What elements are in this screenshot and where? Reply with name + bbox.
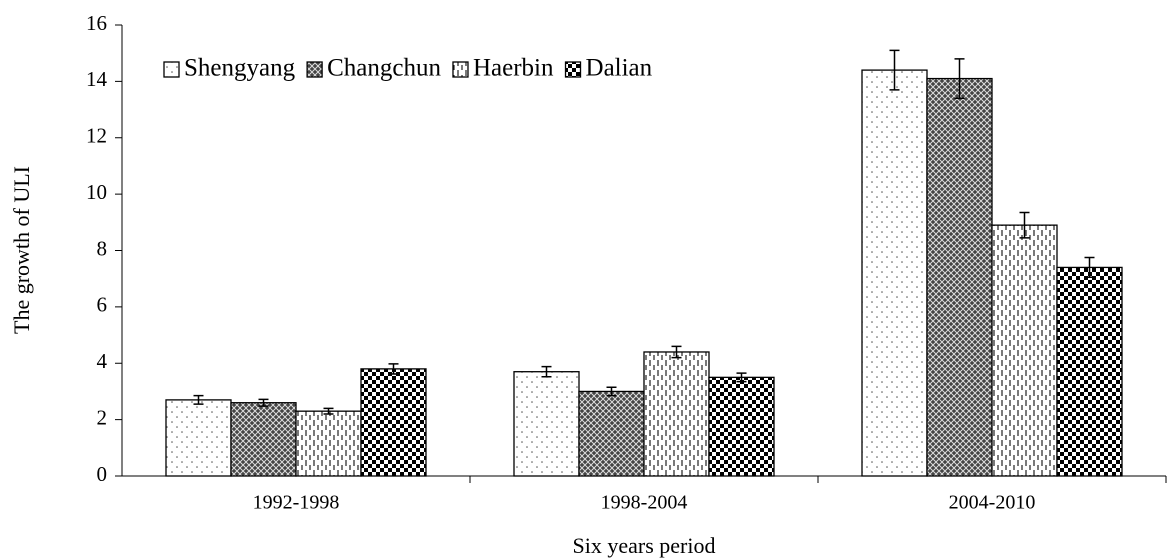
legend-swatch <box>163 61 180 78</box>
legend-label: Shengyang <box>184 55 296 82</box>
legend-swatch <box>564 61 582 78</box>
error-bar <box>671 345 682 359</box>
legend-label: Changchun <box>327 55 441 82</box>
bar <box>578 390 645 477</box>
y-tick-label: 4 <box>97 349 108 373</box>
error-bar <box>954 58 965 100</box>
legend-swatch <box>306 61 323 78</box>
bar <box>991 224 1058 477</box>
error-bar <box>889 49 900 91</box>
error-bar <box>323 407 334 415</box>
y-tick-label: 8 <box>97 236 108 260</box>
bar <box>295 410 362 477</box>
error-bar <box>606 386 617 397</box>
x-tick-label: 2004-2010 <box>949 492 1036 514</box>
y-tick-label: 10 <box>86 180 107 204</box>
error-bar <box>1084 256 1095 279</box>
x-tick-label: 1992-1998 <box>253 492 340 514</box>
error-bar <box>736 372 747 383</box>
y-tick-label: 14 <box>86 67 108 91</box>
y-tick-label: 0 <box>97 462 108 486</box>
bar <box>360 368 427 477</box>
legend-label: Dalian <box>586 55 653 82</box>
error-bar <box>541 365 552 378</box>
error-bar <box>1019 211 1030 239</box>
bar <box>513 371 580 477</box>
bar <box>643 351 710 477</box>
x-axis-label: Six years period <box>573 533 716 558</box>
bar <box>861 69 928 477</box>
bar <box>165 399 232 477</box>
error-bar <box>193 394 204 405</box>
error-bar <box>258 398 269 407</box>
legend-swatch <box>452 61 469 78</box>
bar <box>926 77 993 477</box>
bar <box>1056 266 1123 477</box>
y-tick-label: 16 <box>86 11 107 35</box>
y-axis-label: The growth of ULI <box>9 166 34 334</box>
bar <box>708 376 775 477</box>
x-tick-label: 1998-2004 <box>601 492 688 514</box>
bar <box>230 402 297 477</box>
y-tick-label: 6 <box>97 293 108 317</box>
legend-label: Haerbin <box>473 55 554 82</box>
y-tick-label: 12 <box>86 124 107 148</box>
y-tick-label: 2 <box>97 405 108 429</box>
error-bar <box>388 363 399 375</box>
